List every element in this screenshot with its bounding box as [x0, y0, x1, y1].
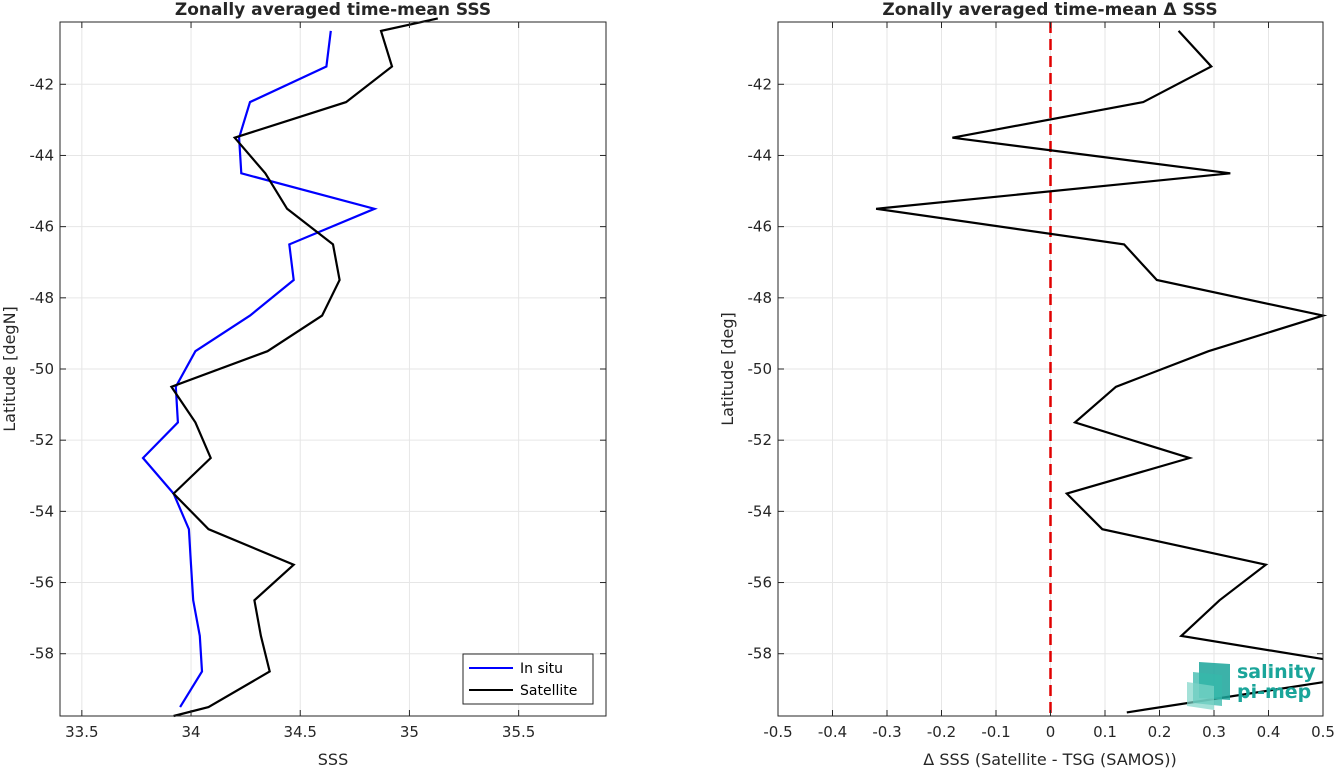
left-y-axis-label: Latitude [degN] — [0, 306, 19, 432]
left-chart-title: Zonally averaged time-mean SSS — [175, 0, 491, 20]
left-y-tick-label: -48 — [30, 289, 55, 307]
left-series-line-satellite — [169, 17, 439, 718]
right-y-tick-label: -48 — [748, 289, 773, 307]
right-x-tick-label: 0 — [1046, 723, 1056, 741]
legend-box — [462, 653, 594, 705]
logo-text-line2: pi-mep — [1237, 681, 1311, 703]
right-y-tick-label: -58 — [748, 645, 773, 663]
right-y-tick-label: -52 — [748, 431, 773, 449]
right-x-tick-label: -0.2 — [927, 723, 956, 741]
left-y-tick-label: -44 — [30, 146, 55, 164]
left-x-tick-label: 35.5 — [502, 723, 535, 741]
right-x-tick-label: -0.4 — [818, 723, 847, 741]
right-x-tick-label: 0.3 — [1202, 723, 1226, 741]
right-y-tick-label: -56 — [748, 574, 773, 592]
left-x-tick-label: 33.5 — [65, 723, 98, 741]
right-x-tick-label: -0.3 — [872, 723, 901, 741]
left-grid — [60, 22, 606, 716]
right-y-tick-label: -54 — [748, 502, 773, 520]
left-y-tick-label: -50 — [30, 360, 55, 378]
right-y-tick-label: -50 — [748, 360, 773, 378]
legend-label-in-situ: In situ — [520, 661, 563, 677]
left-x-tick-label: 35 — [400, 723, 419, 741]
legend: In situ Satellite — [462, 653, 594, 705]
left-x-tick-label: 34.5 — [284, 723, 317, 741]
right-x-tick-label: 0.1 — [1093, 723, 1117, 741]
left-y-tick-label: -52 — [30, 431, 55, 449]
right-x-axis-label: Δ SSS (Satellite - TSG (SAMOS)) — [923, 750, 1176, 769]
right-panel: -0.5 -0.4 -0.3 -0.2 -0.1 0 0.1 0.2 0.3 0.4 0.5 -58 -… — [718, 0, 1335, 769]
left-y-tick-label: -54 — [30, 502, 55, 520]
right-y-tick-label: -42 — [748, 75, 773, 93]
right-x-tick-label: -0.5 — [763, 723, 792, 741]
left-ticks: 33.5 34 34.5 35 35.5 -58 -56 -54 -52 -50 -48 -46 -44… — [30, 22, 606, 741]
left-panel: 33.5 34 34.5 35 35.5 -58 -56 -54 -52 -50 -48 -46 -44… — [0, 0, 607, 769]
right-x-tick-label: 0.2 — [1148, 723, 1172, 741]
right-x-tick-label: -0.1 — [981, 723, 1010, 741]
right-x-tick-label: 0.4 — [1257, 723, 1281, 741]
right-series-line-series-0 — [875, 30, 1328, 661]
left-y-tick-label: -46 — [30, 218, 55, 236]
left-x-axis-label: SSS — [318, 750, 348, 769]
right-y-tick-label: -46 — [748, 218, 773, 236]
logo-text-line1: salinity — [1237, 661, 1316, 683]
right-x-tick-label: 0.5 — [1311, 723, 1335, 741]
right-y-tick-label: -44 — [748, 146, 773, 164]
left-y-tick-label: -42 — [30, 75, 55, 93]
logo-mark-icon — [1187, 662, 1230, 710]
left-x-tick-label: 34 — [181, 723, 200, 741]
right-chart-title: Zonally averaged time-mean Δ SSS — [882, 0, 1217, 20]
left-y-tick-label: -56 — [30, 574, 55, 592]
left-series-lines — [141, 17, 439, 718]
left-y-tick-label: -58 — [30, 645, 55, 663]
legend-label-satellite: Satellite — [520, 683, 577, 699]
right-y-axis-label: Latitude [deg] — [718, 312, 737, 426]
salinity-pi-mep-logo: salinity pi-mep — [1187, 661, 1316, 710]
right-ticks: -0.5 -0.4 -0.3 -0.2 -0.1 0 0.1 0.2 0.3 0.4 0.5 -58 -… — [748, 22, 1335, 741]
